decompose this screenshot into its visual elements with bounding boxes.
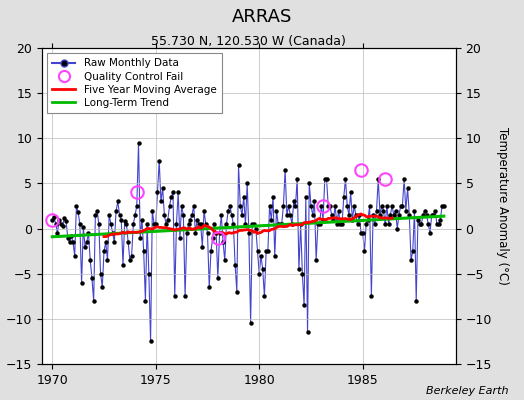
Text: Berkeley Earth: Berkeley Earth	[426, 386, 508, 396]
Title: 55.730 N, 120.530 W (Canada): 55.730 N, 120.530 W (Canada)	[151, 35, 346, 48]
Y-axis label: Temperature Anomaly (°C): Temperature Anomaly (°C)	[496, 127, 509, 285]
Legend: Raw Monthly Data, Quality Control Fail, Five Year Moving Average, Long-Term Tren: Raw Monthly Data, Quality Control Fail, …	[47, 53, 222, 113]
Text: ARRAS: ARRAS	[232, 8, 292, 26]
